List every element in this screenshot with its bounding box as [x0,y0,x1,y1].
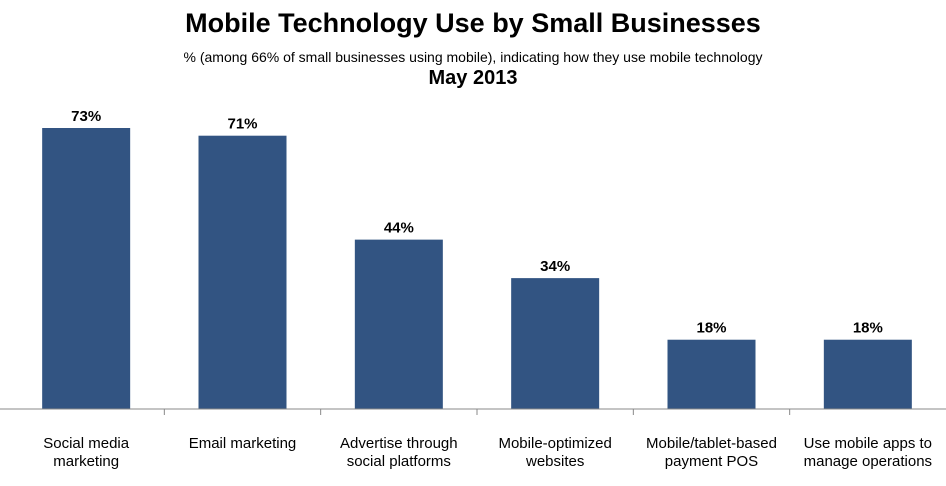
bar-2 [354,239,443,409]
category-label-3-1: websites [525,453,584,470]
bar-3 [511,278,600,409]
category-label-5-1: manage operations [804,453,932,470]
value-label-5: 18% [853,320,883,337]
value-label-2: 44% [384,220,414,237]
bars-layer [42,128,912,410]
chart-title: Mobile Technology Use by Small Businesse… [185,8,761,38]
bar-0 [42,128,131,409]
category-label-2-1: social platforms [347,453,451,470]
category-label-1-0: Email marketing [189,435,297,452]
value-label-1: 71% [227,116,257,133]
value-label-4: 18% [696,320,726,337]
bar-4 [667,339,756,409]
category-label-3-0: Mobile-optimized [498,435,611,452]
category-label-4-0: Mobile/tablet-based [646,435,777,452]
category-label-2-0: Advertise through [340,435,458,452]
chart-subtitle: % (among 66% of small businesses using m… [183,49,763,65]
bar-5 [823,339,912,409]
bar-1 [198,135,287,410]
value-label-0: 73% [71,108,101,125]
category-label-5-0: Use mobile apps to [804,435,932,452]
chart-date: May 2013 [428,67,518,89]
category-label-0-1: marketing [53,453,119,470]
category-label-0-0: Social media [43,435,130,452]
category-label-4-1: payment POS [665,453,758,470]
value-label-3: 34% [540,258,570,275]
x-axis-ticks [163,409,791,415]
